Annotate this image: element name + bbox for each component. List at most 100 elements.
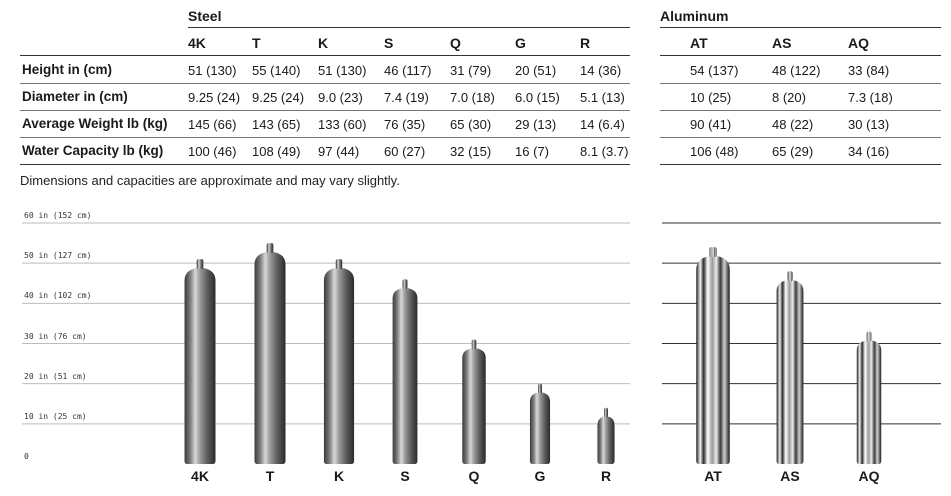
table-cell: 106 (48) [690, 144, 739, 159]
cylinder-valve [402, 279, 408, 290]
row-label: Height in (cm) [22, 62, 112, 77]
cylinder-body [462, 348, 486, 464]
cylinder-t [254, 243, 286, 464]
row-divider [20, 83, 630, 84]
table-cell: 29 (13) [515, 117, 557, 132]
cylinder-as [776, 271, 804, 464]
cylinder-valve [604, 407, 608, 418]
cylinder-valve [196, 259, 204, 270]
table-cell: 34 (16) [848, 144, 890, 159]
y-tick-label: 0 [24, 452, 29, 461]
cylinder-body [392, 288, 418, 464]
table-cell: 143 (65) [252, 117, 301, 132]
x-tick-label: R [600, 468, 612, 484]
table-cell: 76 (35) [384, 117, 426, 132]
table-cell: 55 (140) [252, 63, 301, 78]
table-cell: 48 (22) [772, 117, 814, 132]
cylinder-k [323, 259, 355, 464]
x-tick-label: 4K [191, 468, 209, 484]
table-cell: 33 (84) [848, 63, 890, 78]
table-cell: 8.1 (3.7) [580, 144, 629, 159]
x-tick-label: AT [704, 468, 722, 484]
table-cell: 20 (51) [515, 63, 557, 78]
header-rule-aluminum [660, 55, 941, 56]
table-cell: 9.25 (24) [252, 90, 305, 105]
steel-group-title: Steel [188, 8, 222, 24]
y-tick-label: 30 in (76 cm) [24, 331, 87, 341]
cylinder-body [776, 280, 804, 464]
table-cell: 8 (20) [772, 90, 806, 105]
cylinder-s [392, 279, 418, 464]
table-cell: 65 (29) [772, 144, 814, 159]
table-cell: 97 (44) [318, 144, 360, 159]
table-cell: 14 (6.4) [580, 117, 625, 132]
cylinder-aq [856, 331, 882, 464]
table-cell: 32 (15) [450, 144, 492, 159]
x-tick-label: G [534, 468, 546, 484]
row-label: Diameter in (cm) [22, 89, 128, 104]
row-divider [660, 164, 941, 165]
aluminum-group-title: Aluminum [660, 8, 729, 24]
table-cell: 7.3 (18) [848, 90, 893, 105]
row-divider [660, 110, 941, 111]
column-header-k: K [318, 35, 329, 51]
row-divider [20, 164, 630, 165]
cylinder-body [597, 416, 615, 464]
cylinder-valve [471, 339, 477, 350]
column-header-r: R [580, 35, 591, 51]
cylinder-body [184, 268, 216, 464]
cylinder-valve [266, 243, 274, 254]
table-cell: 54 (137) [690, 63, 739, 78]
x-tick-label: Q [468, 468, 480, 484]
cylinder-r [597, 407, 615, 464]
table-cell: 108 (49) [252, 144, 301, 159]
cylinder-at [696, 247, 730, 464]
table-cell: 133 (60) [318, 117, 367, 132]
table-cell: 48 (122) [772, 63, 821, 78]
row-divider [20, 110, 630, 111]
y-tick-label: 10 in (25 cm) [24, 411, 87, 421]
table-cell: 5.1 (13) [580, 90, 625, 105]
table-cell: 100 (46) [188, 144, 237, 159]
cylinder-body [529, 392, 551, 464]
cylinder-body [323, 268, 355, 464]
cylinder-q [462, 339, 486, 464]
cylinder-valve [866, 331, 872, 342]
column-header-g: G [515, 35, 526, 51]
column-header-as: AS [772, 35, 792, 51]
row-label: Water Capacity lb (kg) [22, 143, 164, 158]
footnote: Dimensions and capacities are approximat… [20, 173, 400, 188]
steel-title-rule [188, 27, 630, 28]
row-label: Average Weight lb (kg) [22, 116, 168, 131]
y-tick-label: 50 in (127 cm) [24, 251, 92, 261]
table-cell: 51 (130) [318, 63, 367, 78]
column-header-aq: AQ [848, 35, 869, 51]
table-cell: 51 (130) [188, 63, 237, 78]
y-tick-label: 40 in (102 cm) [24, 291, 92, 301]
table-cell: 30 (13) [848, 117, 890, 132]
header-rule-steel [20, 55, 630, 56]
column-header-at: AT [690, 35, 708, 51]
cylinder-g [529, 383, 551, 464]
y-tick-label: 60 in (152 cm) [24, 211, 92, 220]
cylinder-4k [184, 259, 216, 464]
table-cell: 65 (30) [450, 117, 492, 132]
cylinder-body [254, 252, 286, 464]
y-tick-label: 20 in (51 cm) [24, 371, 87, 381]
cylinder-valve [709, 247, 717, 258]
x-tick-label: K [333, 468, 345, 484]
x-tick-label: AQ [858, 468, 880, 484]
table-cell: 60 (27) [384, 144, 426, 159]
cylinder-body [696, 256, 730, 464]
column-header-s: S [384, 35, 394, 51]
table-cell: 31 (79) [450, 63, 492, 78]
table-cell: 9.25 (24) [188, 90, 241, 105]
cylinder-valve [335, 259, 343, 270]
table-cell: 90 (41) [690, 117, 732, 132]
table-cell: 16 (7) [515, 144, 549, 159]
column-header-t: T [252, 35, 261, 51]
column-header-4k: 4K [188, 35, 206, 51]
row-divider [20, 137, 630, 138]
